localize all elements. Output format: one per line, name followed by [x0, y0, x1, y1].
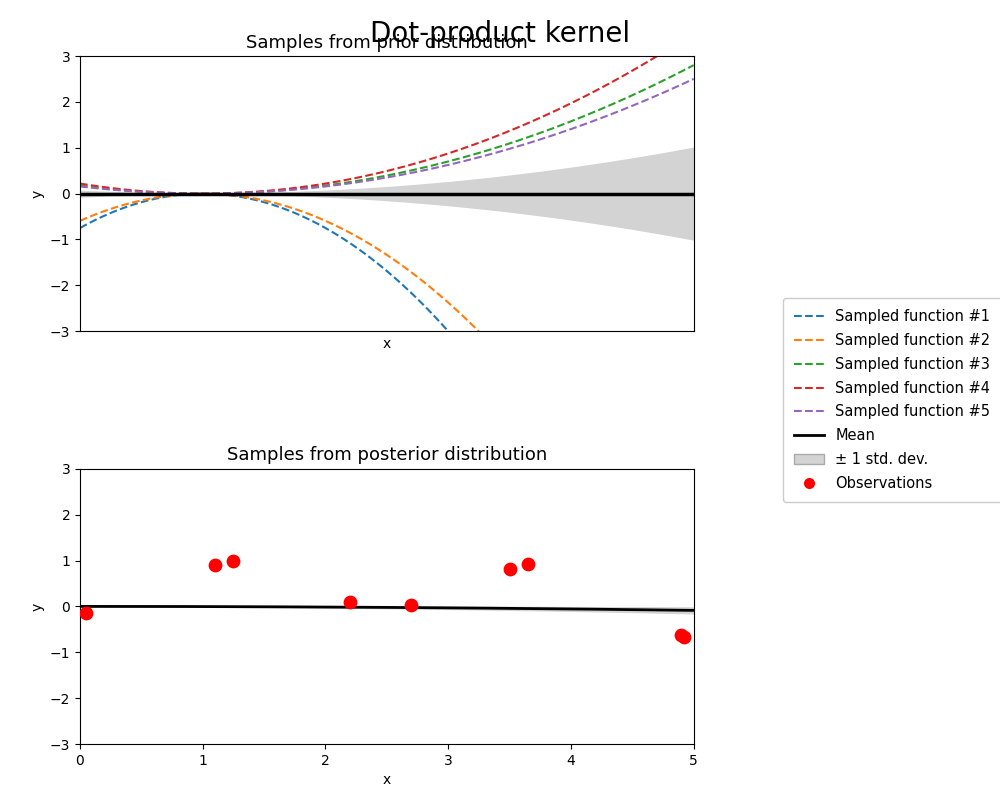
Legend: Sampled function #1, Sampled function #2, Sampled function #3, Sampled function : Sampled function #1, Sampled function #2…	[783, 298, 1000, 502]
Point	[225, 554, 241, 567]
Point	[676, 630, 692, 643]
X-axis label: x: x	[383, 774, 391, 787]
Y-axis label: y: y	[30, 190, 44, 198]
Point	[207, 558, 223, 571]
Title: Samples from prior distribution: Samples from prior distribution	[246, 34, 528, 52]
X-axis label: x: x	[383, 337, 391, 350]
Point	[520, 558, 536, 570]
Y-axis label: y: y	[30, 602, 44, 610]
Point	[403, 598, 419, 611]
Text: Dot-product kernel: Dot-product kernel	[370, 20, 630, 48]
Point	[673, 629, 689, 642]
Point	[502, 562, 518, 575]
Point	[342, 595, 358, 608]
Title: Samples from posterior distribution: Samples from posterior distribution	[227, 446, 547, 465]
Point	[78, 607, 94, 620]
